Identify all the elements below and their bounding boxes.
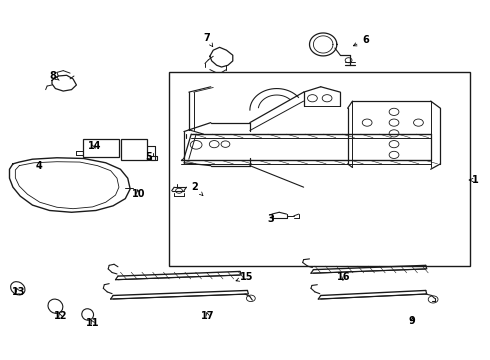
Text: 11: 11 <box>86 319 99 328</box>
Text: 12: 12 <box>53 311 67 321</box>
FancyBboxPatch shape <box>122 139 147 160</box>
Ellipse shape <box>82 309 94 320</box>
Text: 1: 1 <box>469 175 479 185</box>
Ellipse shape <box>48 299 63 313</box>
FancyBboxPatch shape <box>169 72 470 266</box>
Text: 15: 15 <box>236 272 254 282</box>
Text: 8: 8 <box>49 71 59 81</box>
Text: 3: 3 <box>267 215 274 224</box>
Text: 17: 17 <box>201 311 215 321</box>
Text: 7: 7 <box>203 33 213 47</box>
Text: 14: 14 <box>88 141 101 151</box>
Text: 6: 6 <box>353 35 369 46</box>
Text: 5: 5 <box>145 152 151 162</box>
Text: 10: 10 <box>132 189 145 199</box>
Text: 4: 4 <box>36 161 43 171</box>
Text: 13: 13 <box>11 287 25 297</box>
Ellipse shape <box>11 282 25 295</box>
Text: 2: 2 <box>191 182 203 195</box>
Text: 16: 16 <box>337 272 350 282</box>
Text: 9: 9 <box>409 316 416 325</box>
FancyBboxPatch shape <box>83 139 120 157</box>
